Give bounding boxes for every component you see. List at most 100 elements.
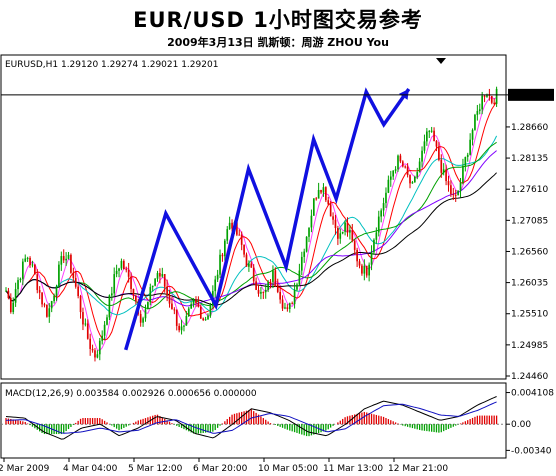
candle [89,333,92,356]
candle [48,303,51,323]
candle [457,190,459,196]
candle [267,280,269,293]
candle [65,252,67,267]
candle [476,104,479,121]
candle [300,251,303,276]
candle [276,278,279,294]
candle [110,286,113,301]
candle [377,210,380,237]
candle [365,265,368,278]
candle [353,239,356,255]
candle [471,128,474,146]
candle [185,311,188,326]
candle [103,321,106,341]
candle [12,297,15,315]
candle [106,314,108,326]
top-marker-triangle [436,58,446,64]
candle [394,166,397,174]
candle [459,177,462,198]
candle [72,267,75,283]
chart-title: EUR/USD 1小时图交易参考 [133,8,423,32]
candle [399,153,402,164]
candle [231,219,233,232]
candle [281,295,284,311]
candle [454,189,457,202]
candle [493,98,496,105]
candle [445,164,447,186]
candle [207,313,209,320]
candle [29,256,31,268]
candle [274,267,277,288]
candle [334,214,337,235]
candle [423,134,426,154]
candle [486,93,488,98]
candle [192,298,195,308]
candle [127,262,130,283]
candle [214,275,217,298]
candle [416,167,419,180]
candle [341,231,344,235]
candle [418,157,421,173]
candle [329,200,332,217]
candle [387,175,390,194]
price-panel [0,54,507,380]
moving-average-line [5,172,497,306]
candle [325,186,327,203]
candle [370,245,373,271]
candle [243,244,245,258]
candle [168,289,171,308]
candle [9,293,12,314]
candle [447,175,450,192]
candle [296,282,298,292]
candles [5,86,498,362]
candle [269,279,272,289]
candle [118,267,120,278]
candle [397,154,399,172]
candle [38,286,41,300]
candle [175,309,178,331]
x-tick-label: 2 Mar 2009 [0,464,50,474]
candle [178,323,180,333]
candle [413,175,416,183]
candle [53,293,55,304]
candle [351,223,354,243]
candle [474,113,476,131]
x-tick-label: 6 Mar 20:00 [193,464,248,474]
candle [5,287,7,292]
candle [219,249,221,279]
candle [438,141,440,162]
candle [466,152,469,162]
candle [308,227,310,243]
candle [224,238,226,261]
candle [187,306,190,317]
candle [279,286,281,304]
candle [60,251,63,271]
candle [428,130,431,139]
moving-average-line [5,101,498,341]
candle [91,344,94,353]
candle [149,283,152,306]
candle [298,263,301,287]
candle [250,261,253,268]
y-tick-label: 1.28135 [511,154,548,164]
candle [94,347,96,362]
candle [115,264,118,278]
candle [490,95,493,105]
candle [79,294,82,319]
candle [238,229,241,236]
candle [139,310,142,327]
candle [305,236,308,253]
candle [339,228,342,244]
candle [86,319,89,340]
candle [132,288,135,300]
y-tick-label: 1.25510 [511,310,548,320]
candle [464,156,467,172]
candle [163,274,166,293]
candle [147,301,149,310]
candle [43,302,46,308]
y-tick-label: 1.28660 [511,123,548,133]
candle [58,261,60,288]
candle [70,253,72,274]
macd-y-tick-label: 0.004108 [511,389,554,399]
candle [142,316,144,327]
